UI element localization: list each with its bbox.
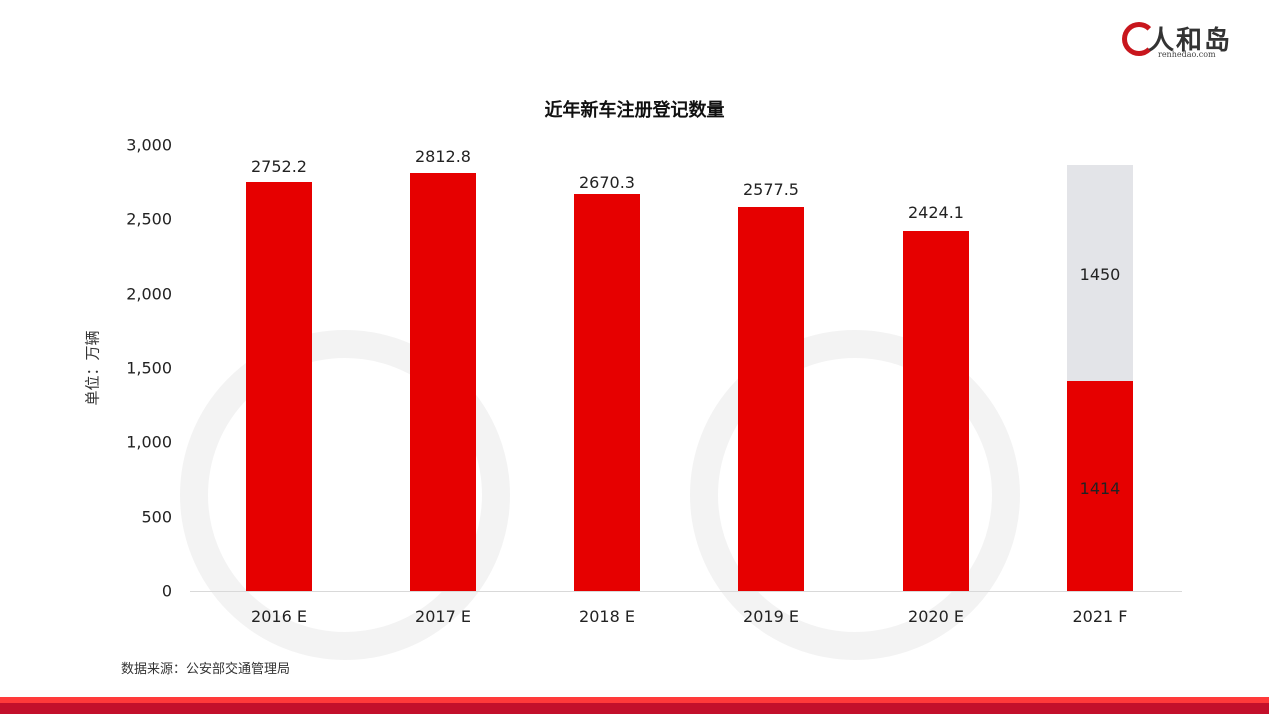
y-tick: 0 <box>161 581 172 601</box>
bar-value-label: 2424.1 <box>908 203 964 222</box>
y-tick: 2,500 <box>126 209 172 229</box>
x-tick: 2017 E <box>415 607 471 626</box>
bar-2016 <box>246 182 312 591</box>
footer-band-dark <box>0 703 1269 714</box>
y-tick: 3,000 <box>126 135 172 155</box>
bar-value-label: 2670.3 <box>579 173 635 192</box>
y-tick: 2,000 <box>126 284 172 304</box>
footer-band-light <box>0 697 1269 703</box>
x-tick: 2016 E <box>251 607 307 626</box>
x-tick: 2018 E <box>579 607 635 626</box>
y-tick: 1,500 <box>126 358 172 378</box>
x-tick: 2019 E <box>743 607 799 626</box>
bar-value-label: 2812.8 <box>415 147 471 166</box>
bar-value-label: 2577.5 <box>743 180 799 199</box>
data-source-note: 数据来源：公安部交通管理局 <box>121 662 291 677</box>
y-axis-label: 单位：万辆 <box>83 330 102 406</box>
y-tick: 1,000 <box>126 432 172 452</box>
x-axis-line <box>190 591 1182 592</box>
bar-2021-forecast-segment <box>1067 165 1133 381</box>
bar-2020 <box>903 231 969 591</box>
bar-2021-top-label: 1450 <box>1079 265 1121 284</box>
bar-value-label: 2752.2 <box>251 157 307 176</box>
logo-ring-icon <box>1122 22 1156 56</box>
logo-text-url: renhedao.com <box>1158 50 1216 59</box>
bar-2021-bottom-label: 1414 <box>1079 479 1121 498</box>
logo-text-cn: 人和岛 <box>1148 26 1233 56</box>
bar-2021-registered-segment <box>1067 381 1133 591</box>
x-tick: 2021 F <box>1072 607 1128 626</box>
bar-2019 <box>738 207 804 591</box>
brand-logo: 人和岛 renhedao.com <box>1120 18 1235 64</box>
bar-2017 <box>410 173 476 591</box>
x-tick: 2020 E <box>908 607 964 626</box>
bar-2018 <box>574 194 640 591</box>
chart-title: 近年新车注册登记数量 <box>544 100 725 121</box>
y-tick: 500 <box>141 507 172 527</box>
